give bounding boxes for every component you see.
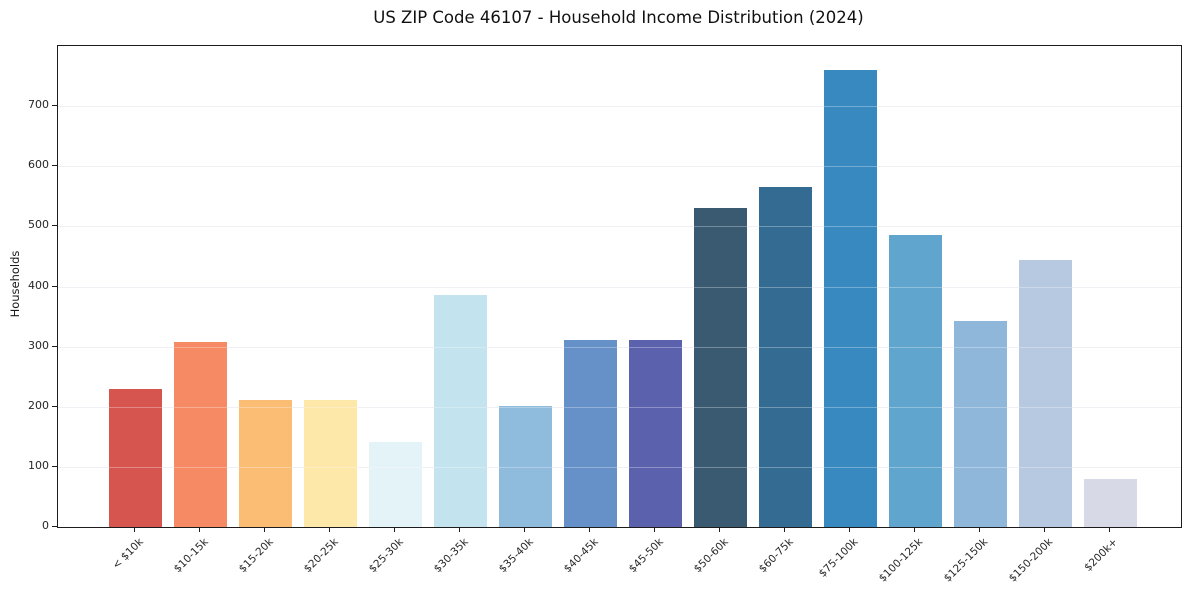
x-tick-mark [719, 527, 720, 532]
x-tick-label: $35-40k [496, 536, 536, 576]
gridline-overlay [58, 466, 1181, 468]
gridline [58, 226, 1181, 228]
x-tick-mark [199, 527, 200, 532]
x-tick-label: $125-150k [941, 536, 991, 585]
y-tick-label: 300 [28, 338, 49, 352]
x-tick-mark [459, 527, 460, 532]
x-tick-label: $15-20k [236, 536, 276, 576]
gridline-overlay [58, 346, 1181, 348]
x-tick-label: $45-50k [626, 536, 666, 576]
bar-$45-50k [628, 340, 682, 527]
y-tick-label: 500 [28, 218, 49, 232]
bar-< $10k [108, 389, 162, 527]
gridline-overlay [58, 226, 1181, 228]
x-tick-mark [394, 527, 395, 532]
gridline [58, 346, 1181, 348]
y-tick-mark [52, 405, 57, 407]
x-tick-mark [1109, 527, 1110, 532]
gridline [58, 406, 1181, 408]
gridline-overlay [58, 286, 1181, 288]
bar-$200k+ [1083, 478, 1137, 527]
bar-$100-125k [888, 234, 942, 527]
x-tick-mark [1044, 527, 1045, 532]
bar-$30-35k [433, 294, 487, 527]
bar-$15-20k [238, 399, 292, 527]
gridline [58, 286, 1181, 288]
x-tick-label: $200k+ [1082, 536, 1121, 574]
gridline [58, 106, 1181, 108]
y-tick-label: 700 [28, 98, 49, 112]
bar-$50-60k [693, 207, 747, 527]
y-tick-mark [52, 345, 57, 347]
x-tick-mark [784, 527, 785, 532]
bar-$25-30k [368, 441, 422, 527]
x-tick-label: $100-125k [876, 536, 926, 585]
gridline-overlay [58, 166, 1181, 168]
x-tick-mark [329, 527, 330, 532]
x-tick-mark [914, 527, 915, 532]
bar-$60-75k [758, 187, 812, 527]
x-tick-mark [524, 527, 525, 532]
x-tick-label: $10-15k [171, 536, 211, 576]
y-tick-mark [52, 526, 57, 527]
y-tick-mark [52, 165, 57, 167]
bar-$75-100k [823, 70, 877, 527]
x-tick-mark [589, 527, 590, 532]
y-tick-mark [52, 465, 57, 467]
x-tick-label: $50-60k [691, 536, 731, 576]
y-tick-mark [52, 225, 57, 227]
gridline-overlay [58, 406, 1181, 408]
x-tick-label: $30-35k [431, 536, 471, 576]
x-tick-label: $25-30k [366, 536, 406, 576]
gridline-overlay [58, 106, 1181, 108]
bar-$10-15k [173, 342, 227, 527]
y-tick-label: 400 [28, 278, 49, 292]
x-tick-label: $60-75k [756, 536, 796, 576]
plot-area [57, 45, 1182, 528]
x-tick-mark [849, 527, 850, 532]
gridline [58, 466, 1181, 468]
x-tick-label: $40-45k [561, 536, 601, 576]
chart-title: US ZIP Code 46107 - Household Income Dis… [373, 8, 864, 27]
y-tick-label: 0 [42, 519, 49, 532]
x-tick-mark [979, 527, 980, 532]
bar-$40-45k [563, 340, 617, 527]
x-tick-label: $20-25k [301, 536, 341, 576]
y-tick-label: 200 [28, 398, 49, 412]
gridline [58, 166, 1181, 168]
x-tick-mark [654, 527, 655, 532]
y-tick-label: 100 [28, 458, 49, 472]
x-tick-label: $75-100k [816, 536, 861, 580]
bar-$125-150k [953, 320, 1007, 527]
y-tick-label: 600 [28, 158, 49, 172]
bar-$20-25k [303, 399, 357, 527]
bar-$35-40k [498, 405, 552, 527]
y-tick-mark [52, 105, 57, 107]
x-tick-mark [134, 527, 135, 532]
bar-$150-200k [1018, 260, 1072, 527]
y-tick-mark [52, 285, 57, 287]
x-tick-label: < $10k [109, 536, 146, 572]
x-tick-label: $150-200k [1006, 536, 1056, 585]
x-tick-mark [264, 527, 265, 532]
